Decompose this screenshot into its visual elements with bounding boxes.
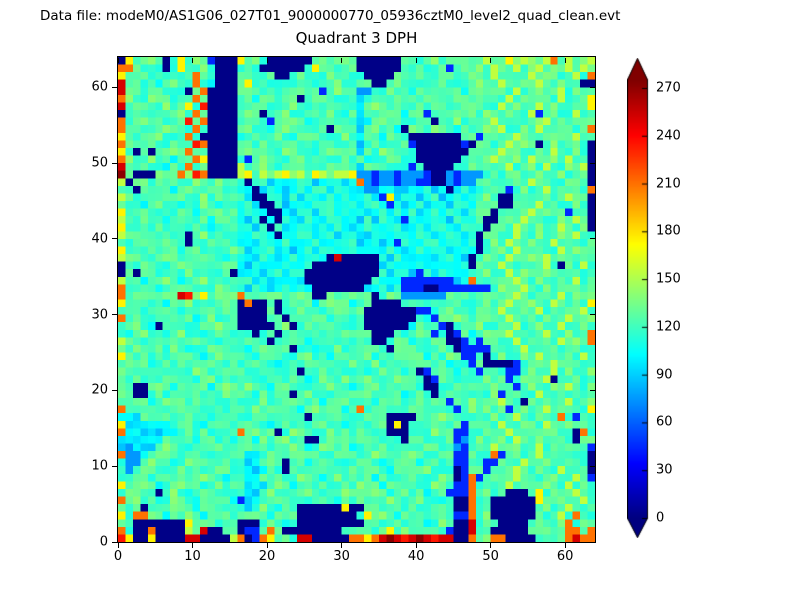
colorbar-tick-label: 0: [656, 510, 665, 526]
x-tick: [341, 543, 343, 548]
x-tick: [117, 543, 119, 548]
colorbar-tick-label: 120: [656, 319, 681, 335]
y-tick-right: [590, 86, 595, 88]
y-tick-label: 30: [91, 307, 108, 323]
y-tick: [112, 162, 117, 164]
data-file-label: Data file: modeM0/AS1G06_027T01_90000007…: [40, 8, 621, 24]
y-tick: [112, 389, 117, 391]
x-tick-label: 10: [184, 549, 201, 564]
x-tick-label: 30: [333, 549, 350, 564]
x-tick-label: 0: [113, 549, 123, 564]
heatmap-canvas: [118, 57, 595, 542]
colorbar-tick-label: 180: [656, 223, 681, 239]
y-tick: [112, 238, 117, 240]
colorbar-tick-label: 270: [656, 80, 681, 96]
x-tick-label: 40: [407, 549, 425, 564]
y-tick: [112, 541, 117, 543]
x-tick-label: 50: [482, 549, 499, 564]
colorbar: [627, 58, 654, 538]
y-tick-label: 60: [91, 79, 108, 95]
x-tick-label: 60: [556, 549, 574, 564]
y-tick-label: 20: [91, 382, 108, 398]
y-tick-right: [590, 162, 595, 164]
heatmap-plot-area: [117, 56, 596, 543]
x-tick-top: [490, 58, 492, 63]
y-tick-label: 40: [91, 231, 108, 247]
y-tick-right: [590, 541, 595, 543]
y-tick-right: [590, 238, 595, 240]
colorbar-tick-label: 240: [656, 128, 681, 144]
x-tick-top: [266, 58, 268, 63]
x-tick: [564, 543, 566, 548]
x-tick: [490, 543, 492, 548]
x-tick: [415, 543, 417, 548]
x-tick-top: [415, 58, 417, 63]
y-tick-label: 50: [91, 155, 108, 171]
x-tick-label: 20: [258, 549, 276, 564]
colorbar-tick-label: 150: [656, 271, 681, 287]
x-tick-top: [564, 58, 566, 63]
plot-title: Quadrant 3 DPH: [295, 29, 418, 47]
x-tick: [192, 543, 194, 548]
x-tick-top: [117, 58, 119, 63]
x-tick: [266, 543, 268, 548]
y-tick: [112, 465, 117, 467]
y-tick-label: 0: [99, 534, 108, 550]
y-tick-right: [590, 465, 595, 467]
x-tick-top: [341, 58, 343, 63]
y-tick: [112, 314, 117, 316]
y-tick-right: [590, 389, 595, 391]
x-tick-top: [192, 58, 194, 63]
y-tick-label: 10: [91, 458, 108, 474]
colorbar-tick-label: 30: [656, 462, 673, 478]
colorbar-tick-label: 60: [656, 414, 673, 430]
colorbar-tick-label: 210: [656, 176, 681, 192]
colorbar-tick-label: 90: [656, 367, 673, 383]
y-tick-right: [590, 314, 595, 316]
y-tick: [112, 86, 117, 88]
